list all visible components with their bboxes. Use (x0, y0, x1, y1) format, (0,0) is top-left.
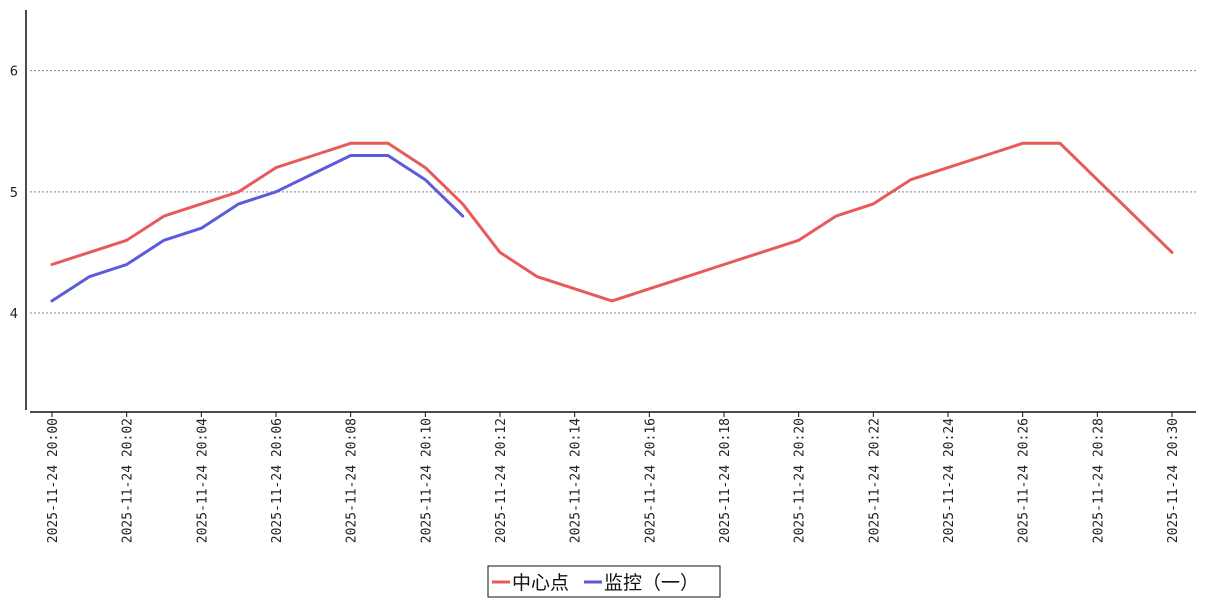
x-tick-label: 2025-11-24 20:16 (643, 418, 658, 543)
y-tick-label: 4 (10, 307, 18, 322)
axes (25, 10, 1196, 413)
x-tick-label: 2025-11-24 20:30 (1166, 418, 1181, 543)
series-lines (50, 141, 1174, 303)
legend-label-0[interactable]: 中心点 (512, 572, 569, 594)
grid-lines (30, 70, 1196, 314)
x-tick-label: 2025-11-24 20:02 (121, 418, 136, 543)
x-tick-label: 2025-11-24 20:06 (270, 418, 285, 543)
y-tick-labels: 4 5 6 (10, 65, 18, 322)
legend[interactable]: 中心点 监控（一） (487, 565, 721, 598)
x-tick-label: 2025-11-24 20:12 (494, 418, 509, 543)
x-tick-label: 2025-11-24 20:28 (1091, 418, 1106, 543)
legend-label-1[interactable]: 监控（一） (604, 572, 699, 594)
x-tick-label: 2025-11-24 20:10 (419, 418, 434, 543)
y-tick-label: 6 (10, 65, 18, 80)
x-tick-label: 2025-11-24 20:18 (718, 418, 733, 543)
x-tick-labels: 2025-11-24 20:00 2025-11-24 20:02 2025-11-… (46, 412, 1181, 543)
x-tick-label: 2025-11-24 20:24 (942, 418, 957, 543)
series-line-0 (50, 141, 1174, 303)
series-line-1 (50, 154, 465, 303)
x-tick-label: 2025-11-24 20:22 (867, 418, 882, 543)
x-tick-label: 2025-11-24 20:26 (1017, 418, 1032, 543)
x-tick-label: 2025-11-24 20:04 (195, 418, 210, 543)
legend-box (487, 565, 721, 598)
x-tick-label: 2025-11-24 20:08 (345, 418, 360, 543)
y-tick-label: 5 (10, 186, 18, 201)
x-tick-label: 2025-11-24 20:00 (46, 418, 61, 543)
x-tick-label: 2025-11-24 20:20 (793, 418, 808, 543)
x-tick-label: 2025-11-24 20:14 (569, 418, 584, 543)
